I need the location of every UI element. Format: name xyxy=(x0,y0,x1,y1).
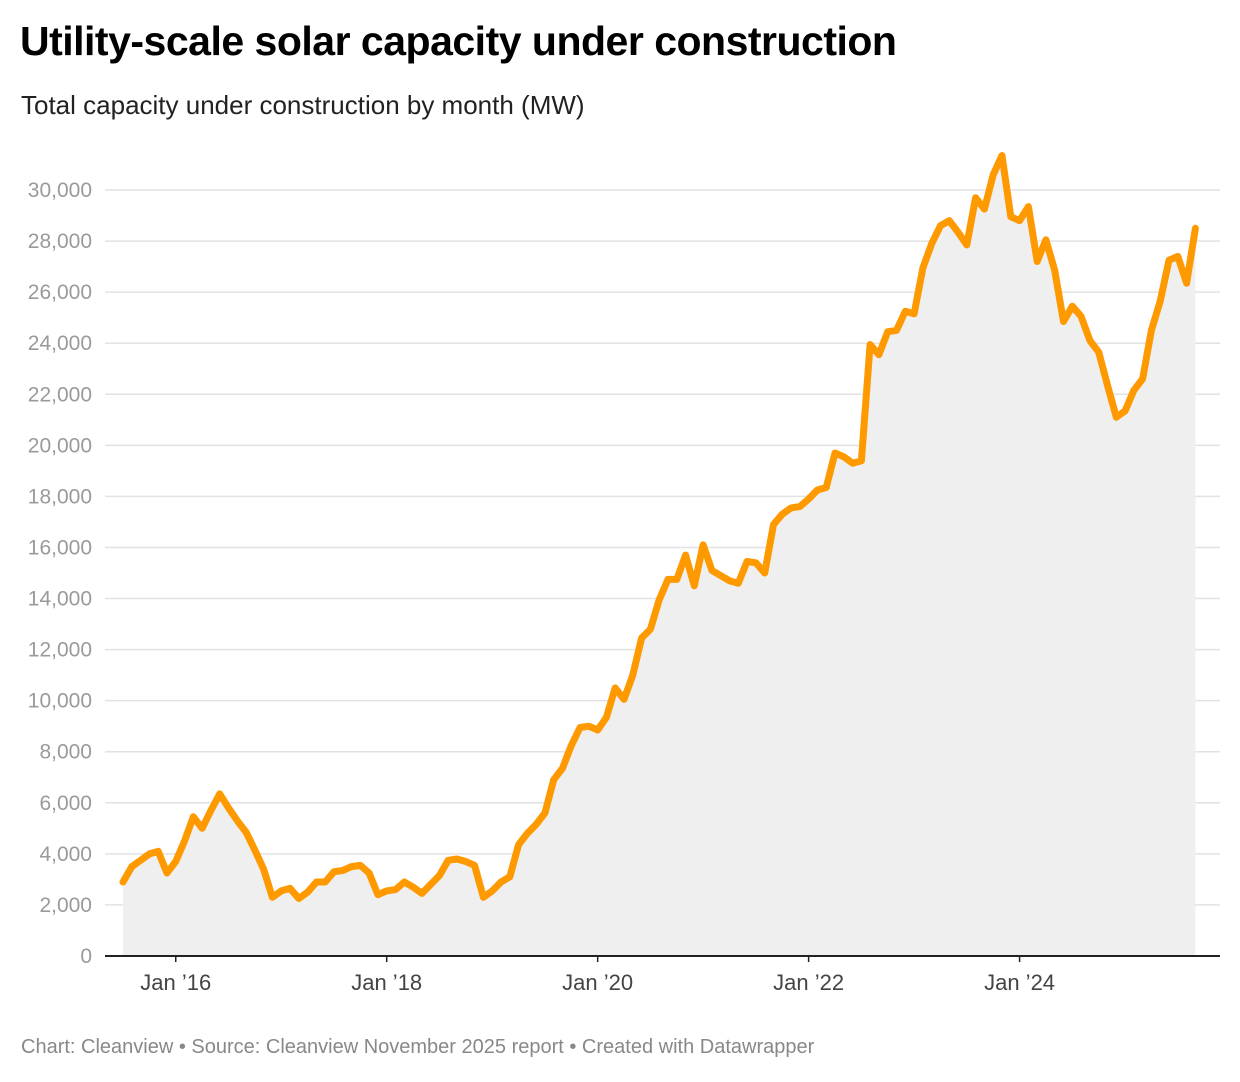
y-tick-label: 8,000 xyxy=(39,741,92,764)
x-tick-label: Jan ’20 xyxy=(562,970,633,995)
chart-footer: Chart: Cleanview • Source: Cleanview Nov… xyxy=(21,1036,815,1058)
y-tick-label: 12,000 xyxy=(28,639,92,662)
y-tick-label: 22,000 xyxy=(28,383,92,406)
y-tick-label: 26,000 xyxy=(28,281,92,304)
area-fill xyxy=(123,155,1196,956)
x-tick-label: Jan ’24 xyxy=(984,970,1055,995)
y-tick-label: 28,000 xyxy=(28,230,92,253)
chart-subtitle: Total capacity under construction by mon… xyxy=(21,90,585,120)
y-tick-label: 14,000 xyxy=(28,588,92,611)
y-tick-label: 16,000 xyxy=(28,536,92,559)
y-tick-label: 30,000 xyxy=(28,179,92,202)
y-tick-label: 2,000 xyxy=(39,894,92,917)
x-tick-label: Jan ’22 xyxy=(773,970,844,995)
y-tick-label: 18,000 xyxy=(28,485,92,508)
x-tick-label: Jan ’18 xyxy=(351,970,422,995)
y-tick-label: 10,000 xyxy=(28,690,92,713)
chart-title: Utility-scale solar capacity under const… xyxy=(20,18,897,64)
y-tick-label: 0 xyxy=(80,945,92,968)
y-tick-label: 20,000 xyxy=(28,434,92,457)
x-tick-label: Jan ’16 xyxy=(140,970,211,995)
y-tick-label: 24,000 xyxy=(28,332,92,355)
y-tick-label: 6,000 xyxy=(39,792,92,815)
y-tick-label: 4,000 xyxy=(39,843,92,866)
